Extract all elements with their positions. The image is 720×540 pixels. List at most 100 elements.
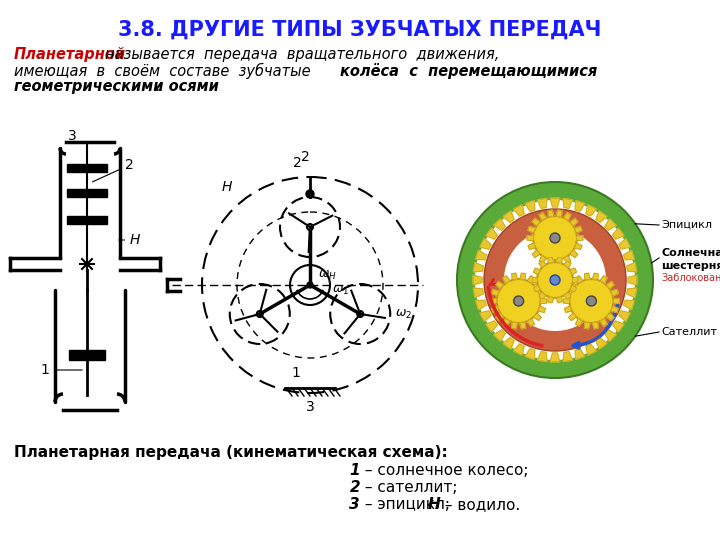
Text: имеющая  в  своём  составе  зубчатые: имеющая в своём составе зубчатые <box>14 63 320 79</box>
Polygon shape <box>548 210 554 217</box>
Polygon shape <box>628 275 637 285</box>
Polygon shape <box>486 228 498 239</box>
Text: – эпицикл;: – эпицикл; <box>360 497 455 512</box>
Polygon shape <box>525 349 535 359</box>
Polygon shape <box>556 259 562 266</box>
Circle shape <box>306 190 314 198</box>
Polygon shape <box>527 235 534 241</box>
Polygon shape <box>564 255 571 263</box>
Text: Сателлит: Сателлит <box>661 327 717 337</box>
Text: – водило.: – водило. <box>440 497 521 512</box>
Circle shape <box>504 229 606 331</box>
Polygon shape <box>539 255 546 263</box>
Polygon shape <box>513 344 524 355</box>
Text: .: . <box>155 79 160 94</box>
Circle shape <box>307 224 313 230</box>
Polygon shape <box>528 243 536 249</box>
Text: 1: 1 <box>291 366 300 380</box>
Polygon shape <box>527 319 534 326</box>
Polygon shape <box>585 322 590 329</box>
Polygon shape <box>557 296 562 303</box>
Text: $\omega_1$: $\omega_1$ <box>332 284 349 296</box>
Text: 3: 3 <box>68 129 77 143</box>
Polygon shape <box>486 321 498 332</box>
Polygon shape <box>593 273 598 280</box>
Polygon shape <box>575 276 582 284</box>
Polygon shape <box>585 273 590 280</box>
Polygon shape <box>556 210 562 217</box>
Polygon shape <box>494 330 505 341</box>
Bar <box>67 216 107 224</box>
Circle shape <box>533 216 577 260</box>
Bar <box>69 350 105 360</box>
Polygon shape <box>534 285 540 292</box>
Polygon shape <box>600 319 607 326</box>
Polygon shape <box>564 306 572 313</box>
Text: 2: 2 <box>293 156 302 170</box>
Polygon shape <box>605 330 616 341</box>
Polygon shape <box>480 311 491 321</box>
Circle shape <box>550 275 560 285</box>
Polygon shape <box>600 276 607 284</box>
Circle shape <box>550 233 560 243</box>
Polygon shape <box>496 313 503 321</box>
Polygon shape <box>532 277 537 283</box>
Polygon shape <box>534 281 541 289</box>
Polygon shape <box>569 313 577 321</box>
Polygon shape <box>564 292 571 299</box>
Text: 2: 2 <box>301 150 310 164</box>
Polygon shape <box>476 300 487 310</box>
Text: $\omega_H$: $\omega_H$ <box>318 268 337 281</box>
Polygon shape <box>575 349 585 359</box>
Polygon shape <box>613 321 624 332</box>
Polygon shape <box>539 261 546 268</box>
Polygon shape <box>626 288 636 298</box>
Polygon shape <box>503 211 514 222</box>
Text: H: H <box>222 180 233 194</box>
Polygon shape <box>513 205 524 216</box>
Text: геометрическими осями: геометрическими осями <box>14 79 219 94</box>
Polygon shape <box>577 235 583 241</box>
Polygon shape <box>494 219 505 230</box>
Polygon shape <box>492 289 499 296</box>
Polygon shape <box>537 352 547 362</box>
Circle shape <box>484 209 626 351</box>
Text: Планетарная передача (кинематическая схема):: Планетарная передача (кинематическая схе… <box>14 445 448 460</box>
Polygon shape <box>573 277 578 283</box>
Polygon shape <box>575 319 582 326</box>
Text: 3: 3 <box>305 400 315 414</box>
Polygon shape <box>611 306 618 313</box>
Polygon shape <box>575 243 582 249</box>
Circle shape <box>457 182 653 378</box>
Circle shape <box>497 279 541 323</box>
Polygon shape <box>606 313 614 321</box>
Text: шестерня: шестерня <box>661 261 720 271</box>
Polygon shape <box>564 213 571 220</box>
Polygon shape <box>570 250 577 258</box>
Polygon shape <box>575 226 582 233</box>
Circle shape <box>570 279 613 323</box>
Text: 3.8. ДРУГИЕ ТИПЫ ЗУБЧАТЫХ ПЕРЕДАЧ: 3.8. ДРУГИЕ ТИПЫ ЗУБЧАТЫХ ПЕРЕДАЧ <box>118 20 602 40</box>
Polygon shape <box>512 322 518 329</box>
Circle shape <box>537 262 573 298</box>
Polygon shape <box>575 201 585 212</box>
Polygon shape <box>618 239 630 249</box>
Polygon shape <box>503 319 510 326</box>
Text: Эпицикл: Эпицикл <box>661 220 712 230</box>
Polygon shape <box>527 276 534 284</box>
Text: 2: 2 <box>349 480 360 495</box>
Polygon shape <box>569 281 577 289</box>
Circle shape <box>586 296 596 306</box>
Polygon shape <box>613 298 619 303</box>
Polygon shape <box>520 273 526 280</box>
Polygon shape <box>541 298 546 303</box>
Polygon shape <box>611 289 618 296</box>
Polygon shape <box>473 262 483 272</box>
Circle shape <box>475 200 635 360</box>
Bar <box>67 164 107 172</box>
Polygon shape <box>593 322 598 329</box>
Text: $\omega_2$: $\omega_2$ <box>395 307 413 321</box>
Text: Солнечная: Солнечная <box>661 248 720 258</box>
Polygon shape <box>595 211 607 222</box>
Polygon shape <box>539 289 546 296</box>
